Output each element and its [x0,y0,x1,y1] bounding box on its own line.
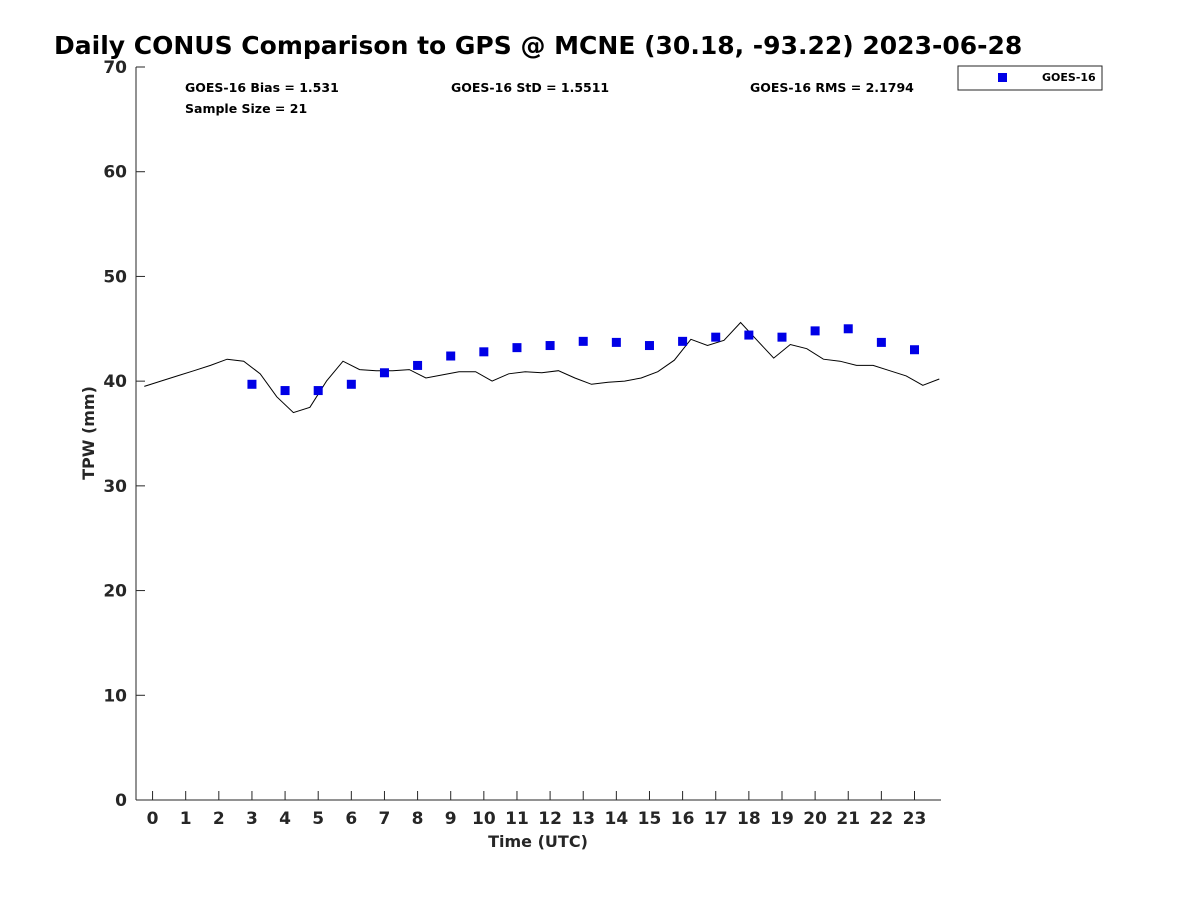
x-tick-label: 3 [246,809,258,829]
goes16-point [413,360,423,370]
goes16-point [777,332,787,342]
y-tick-label: 20 [103,582,127,602]
x-tick-label: 10 [472,809,496,829]
y-tick-label: 50 [103,267,127,287]
legend-label-goes16: GOES-16 [1042,71,1096,84]
y-tick-label: 0 [115,791,127,811]
bias-stat: GOES-16 Bias = 1.531 [185,80,339,95]
goes16-point [313,386,323,396]
goes16-point [379,368,389,378]
x-tick-label: 11 [505,809,529,829]
goes16-point [611,337,621,347]
x-ticks: 0 1 2 3 4 5 6 7 8 9 10 11 12 13 14 15 16 17 18 19 20 21 22 23 [147,791,927,829]
goes16-point [843,324,853,334]
goes16-point [446,351,456,361]
y-tick-label: 30 [103,477,127,497]
x-tick-label: 5 [312,809,324,829]
legend: GOES-16 [957,65,1103,91]
std-stat: GOES-16 StD = 1.5511 [451,80,609,95]
x-axis-label: Time (UTC) [488,832,588,851]
x-tick-label: 20 [803,809,827,829]
goes16-point [644,341,654,351]
x-tick-label: 9 [445,809,457,829]
goes16-point [512,343,522,353]
x-tick-label: 8 [412,809,424,829]
x-tick-label: 4 [279,809,291,829]
goes16-point [909,345,919,355]
goes16-point [678,336,688,346]
goes16-point [578,336,588,346]
goes16-point [280,386,290,396]
x-tick-label: 18 [737,809,761,829]
legend-marker-goes16 [998,73,1007,82]
plot-axes [135,67,941,801]
goes16-point [346,379,356,389]
goes16-point [545,341,555,351]
sample-size-stat: Sample Size = 21 [185,101,307,116]
x-tick-label: 15 [638,809,662,829]
x-tick-label: 7 [379,809,391,829]
y-axis-label: TPW (mm) [79,386,98,480]
goes16-point [810,326,820,336]
y-tick-label: 10 [103,686,127,706]
x-tick-label: 2 [213,809,225,829]
x-tick-label: 19 [770,809,794,829]
x-tick-label: 17 [704,809,728,829]
x-tick-label: 13 [571,809,595,829]
x-tick-label: 0 [147,809,159,829]
gps-tpw-line [144,321,940,414]
x-tick-label: 16 [671,809,695,829]
x-tick-label: 21 [836,809,860,829]
goes16-point [479,347,489,357]
y-ticks: 0 10 20 30 40 50 60 70 [103,58,145,811]
series-layer [144,321,940,414]
y-tick-label: 40 [103,372,127,392]
y-tick-label: 60 [103,163,127,183]
x-tick-label: 22 [870,809,894,829]
x-tick-label: 1 [180,809,192,829]
goes16-point [247,379,257,389]
goes16-point [711,332,721,342]
x-tick-label: 12 [538,809,562,829]
rms-stat: GOES-16 RMS = 2.1794 [750,80,914,95]
y-tick-label: 70 [103,58,127,78]
legend-box [957,65,1103,91]
goes16-point [744,330,754,340]
goes16-point [876,337,886,347]
chart-title: Daily CONUS Comparison to GPS @ MCNE (30… [54,31,1022,60]
x-tick-label: 14 [605,809,629,829]
x-tick-label: 6 [345,809,357,829]
x-tick-label: 23 [903,809,927,829]
